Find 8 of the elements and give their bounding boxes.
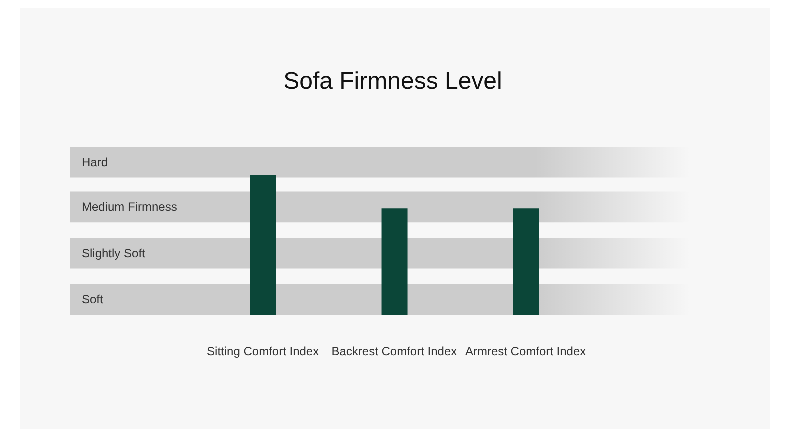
x-tick-label: Backrest Comfort Index xyxy=(332,344,458,359)
band-label: Slightly Soft xyxy=(82,246,146,260)
chart-title: Sofa Firmness Level xyxy=(282,68,504,96)
band-label: Medium Firmness xyxy=(82,200,178,214)
x-tick-label: Armrest Comfort Index xyxy=(465,344,586,359)
x-tick-label: Sitting Comfort Index xyxy=(207,344,320,359)
band-label: Soft xyxy=(82,292,104,307)
band-label: Hard xyxy=(82,155,108,170)
